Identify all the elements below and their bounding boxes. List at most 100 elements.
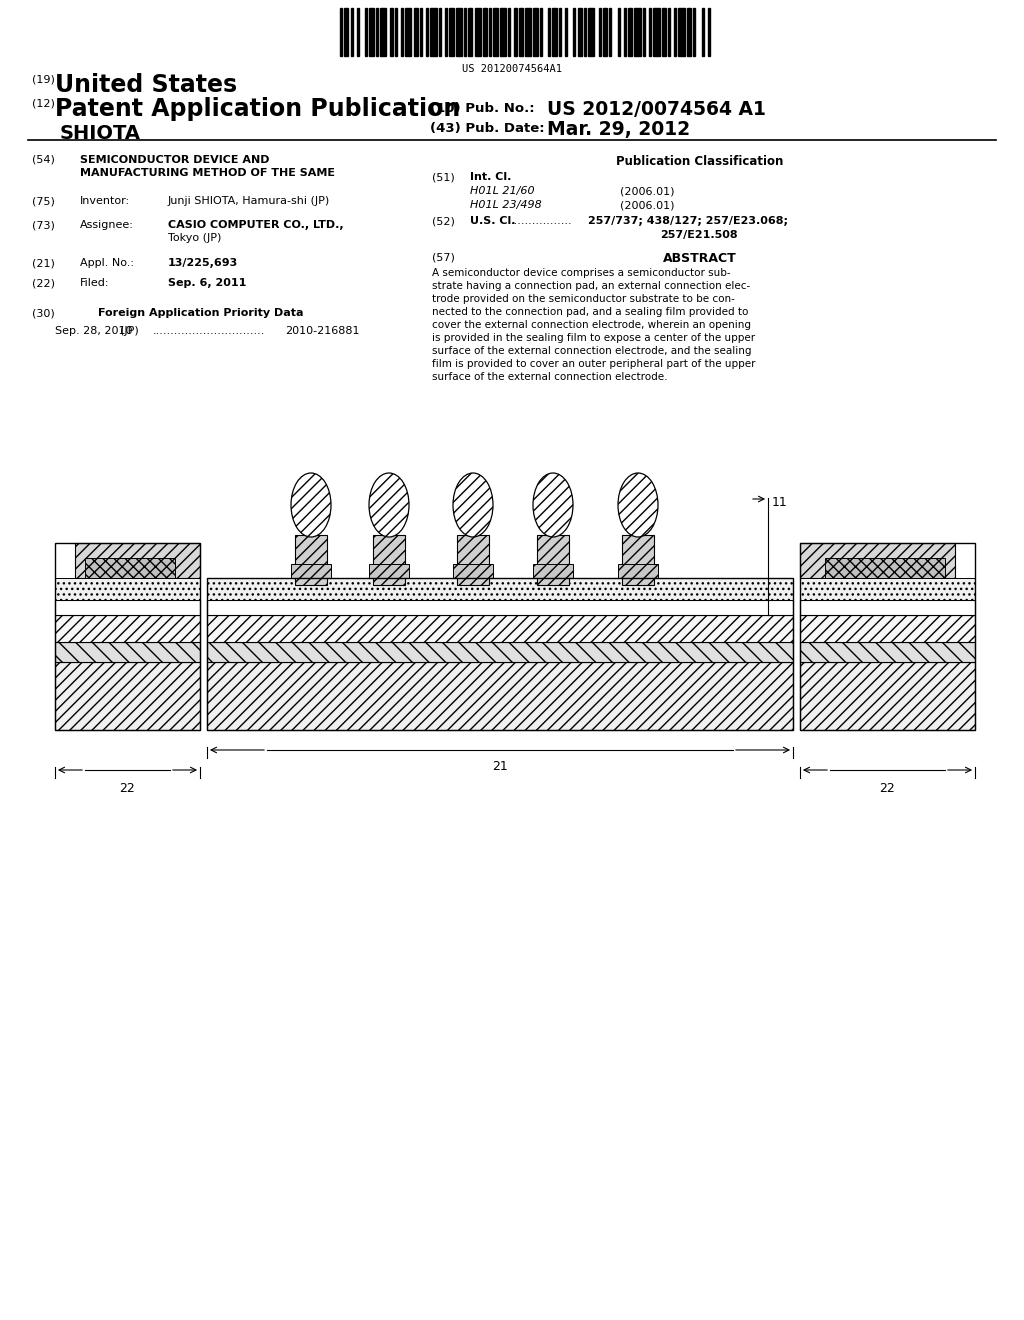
Bar: [457, 535, 489, 585]
Bar: [628, 8, 632, 55]
Bar: [207, 642, 793, 663]
Bar: [55, 543, 200, 730]
Bar: [295, 535, 327, 585]
Bar: [624, 8, 626, 55]
Bar: [489, 8, 492, 55]
Bar: [800, 578, 975, 601]
Bar: [207, 578, 793, 601]
Bar: [643, 8, 645, 55]
Text: (57): (57): [432, 252, 455, 261]
Ellipse shape: [453, 473, 493, 537]
Bar: [578, 8, 582, 55]
Bar: [483, 8, 487, 55]
Text: cover the external connection electrode, wherein an opening: cover the external connection electrode,…: [432, 319, 751, 330]
Text: 22: 22: [880, 781, 895, 795]
Bar: [414, 8, 418, 55]
Bar: [373, 535, 406, 585]
Text: Sep. 28, 2010: Sep. 28, 2010: [55, 326, 132, 337]
Text: Tokyo (JP): Tokyo (JP): [168, 234, 221, 243]
Text: A semiconductor device comprises a semiconductor sub-: A semiconductor device comprises a semic…: [432, 268, 731, 279]
Ellipse shape: [369, 473, 409, 537]
Bar: [519, 8, 523, 55]
Ellipse shape: [534, 473, 573, 537]
Bar: [599, 8, 601, 55]
Text: ...............................: ...............................: [153, 326, 265, 337]
Bar: [426, 8, 428, 55]
Text: (22): (22): [32, 279, 55, 288]
Text: (43) Pub. Date:: (43) Pub. Date:: [430, 121, 545, 135]
Bar: [85, 558, 175, 578]
Bar: [508, 8, 510, 55]
Bar: [825, 558, 945, 578]
Ellipse shape: [618, 473, 658, 537]
Bar: [420, 8, 422, 55]
Bar: [370, 8, 374, 55]
Text: Foreign Application Priority Data: Foreign Application Priority Data: [98, 308, 303, 318]
Bar: [800, 543, 955, 578]
Bar: [584, 8, 586, 55]
Text: ABSTRACT: ABSTRACT: [664, 252, 737, 265]
Bar: [693, 8, 695, 55]
Bar: [401, 8, 403, 55]
Text: (51): (51): [432, 172, 455, 182]
Bar: [450, 8, 454, 55]
Text: Filed:: Filed:: [80, 279, 110, 288]
Bar: [439, 8, 441, 55]
Text: is provided in the sealing film to expose a center of the upper: is provided in the sealing film to expos…: [432, 333, 755, 343]
Bar: [540, 8, 542, 55]
Bar: [468, 8, 472, 55]
Text: United States: United States: [55, 73, 238, 96]
Bar: [674, 8, 677, 55]
Text: film is provided to cover an outer peripheral part of the upper: film is provided to cover an outer perip…: [432, 359, 756, 370]
Bar: [800, 601, 975, 615]
Text: (12): (12): [32, 99, 55, 110]
Text: (30): (30): [32, 308, 54, 318]
Text: Appl. No.:: Appl. No.:: [80, 257, 134, 268]
Text: (54): (54): [32, 154, 55, 165]
Bar: [565, 8, 567, 55]
Bar: [537, 535, 569, 585]
Bar: [390, 8, 392, 55]
Bar: [514, 8, 516, 55]
Text: 257/737; 438/127; 257/E23.068;: 257/737; 438/127; 257/E23.068;: [588, 216, 788, 226]
Bar: [55, 578, 200, 601]
Bar: [464, 8, 466, 55]
Bar: [548, 8, 550, 55]
Text: Inventor:: Inventor:: [80, 195, 130, 206]
Bar: [55, 663, 200, 730]
Text: (73): (73): [32, 220, 55, 230]
Bar: [800, 615, 975, 642]
Text: 11: 11: [772, 496, 787, 510]
Text: 2010-216881: 2010-216881: [285, 326, 359, 337]
Bar: [75, 543, 200, 578]
Bar: [800, 663, 975, 730]
Text: Assignee:: Assignee:: [80, 220, 134, 230]
Bar: [573, 8, 575, 55]
Bar: [394, 8, 396, 55]
Text: (21): (21): [32, 257, 55, 268]
Bar: [634, 8, 641, 55]
Bar: [474, 8, 481, 55]
Bar: [617, 8, 620, 55]
Bar: [406, 8, 412, 55]
Bar: [622, 535, 654, 585]
Text: Patent Application Publication: Patent Application Publication: [55, 96, 460, 121]
Bar: [662, 8, 666, 55]
Bar: [534, 564, 573, 578]
Text: Junji SHIOTA, Hamura-shi (JP): Junji SHIOTA, Hamura-shi (JP): [168, 195, 331, 206]
Text: trode provided on the semiconductor substrate to be con-: trode provided on the semiconductor subs…: [432, 294, 735, 304]
Bar: [649, 8, 651, 55]
Text: 21: 21: [493, 760, 508, 774]
Text: Publication Classification: Publication Classification: [616, 154, 783, 168]
Bar: [668, 8, 670, 55]
Bar: [380, 8, 386, 55]
Bar: [453, 564, 493, 578]
Bar: [55, 601, 200, 615]
Ellipse shape: [291, 473, 331, 537]
Bar: [494, 8, 498, 55]
Text: US 20120074564A1: US 20120074564A1: [462, 63, 562, 74]
Bar: [559, 8, 561, 55]
Bar: [376, 8, 378, 55]
Bar: [55, 642, 200, 663]
Text: surface of the external connection electrode.: surface of the external connection elect…: [432, 372, 668, 381]
